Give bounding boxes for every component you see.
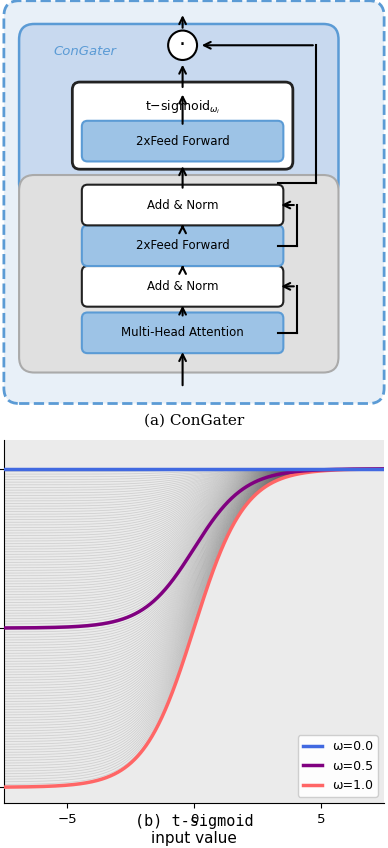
Text: ConGater: ConGater: [53, 45, 116, 58]
Text: 2xFeed Forward: 2xFeed Forward: [136, 239, 229, 252]
Text: 2xFeed Forward: 2xFeed Forward: [136, 135, 229, 148]
Text: t$-$sigmoid$_{\omega_i}$: t$-$sigmoid$_{\omega_i}$: [145, 98, 220, 116]
FancyBboxPatch shape: [82, 226, 283, 266]
FancyBboxPatch shape: [82, 185, 283, 226]
Text: (a) ConGater: (a) ConGater: [144, 413, 244, 427]
FancyBboxPatch shape: [19, 175, 338, 372]
Text: Add & Norm: Add & Norm: [147, 280, 218, 293]
X-axis label: input value: input value: [151, 832, 237, 846]
FancyBboxPatch shape: [19, 24, 338, 198]
FancyBboxPatch shape: [82, 266, 283, 307]
FancyBboxPatch shape: [4, 1, 384, 404]
FancyBboxPatch shape: [82, 120, 283, 161]
Text: ·: ·: [179, 36, 186, 55]
Text: Multi-Head Attention: Multi-Head Attention: [121, 326, 244, 339]
Legend: ω=0.0, ω=0.5, ω=1.0: ω=0.0, ω=0.5, ω=1.0: [298, 735, 378, 797]
FancyBboxPatch shape: [82, 313, 283, 353]
Text: (b) t-sigmoid: (b) t-sigmoid: [135, 814, 253, 828]
FancyBboxPatch shape: [72, 82, 293, 170]
Text: Add & Norm: Add & Norm: [147, 198, 218, 211]
Circle shape: [168, 31, 197, 60]
